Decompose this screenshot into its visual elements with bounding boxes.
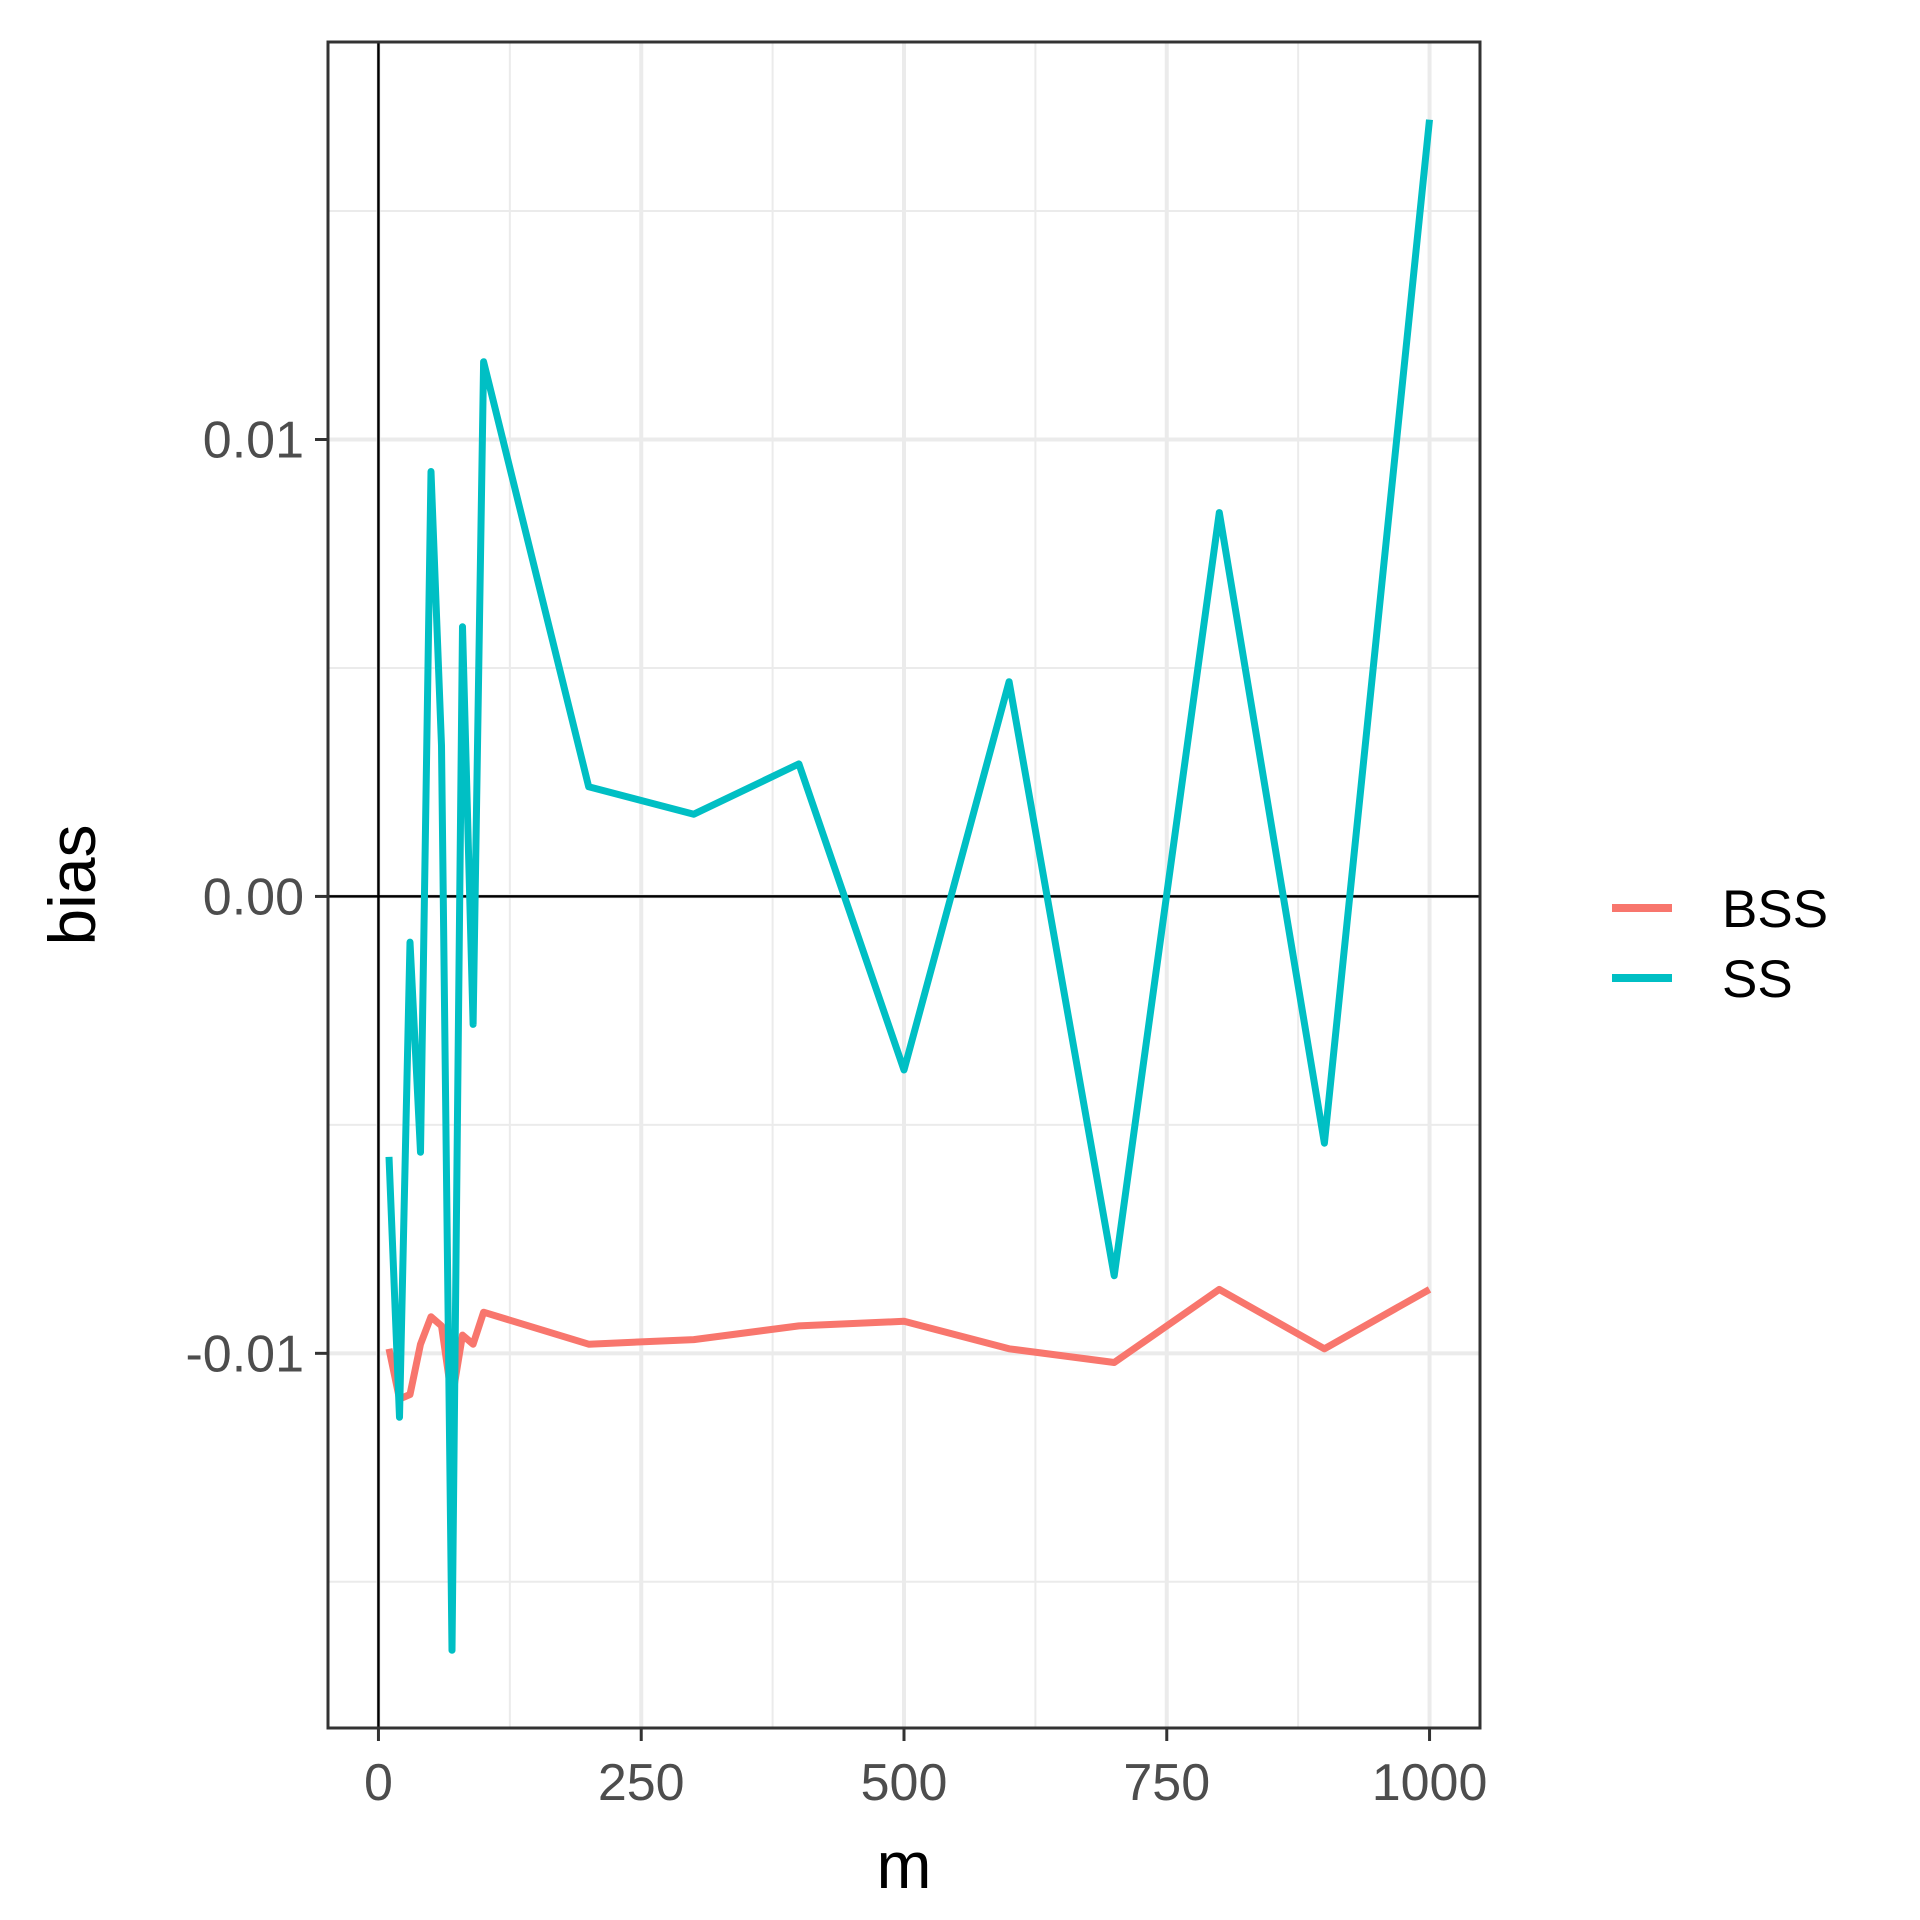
y-tick-label: 0.00 [203,868,304,926]
x-tick-label: 750 [1123,1754,1210,1812]
y-axis: -0.01 0.00 0.01 [185,412,328,1383]
x-tick-label: 1000 [1372,1754,1488,1812]
legend-label-ss: SS [1722,950,1793,1009]
x-axis: 0 250 500 750 1000 [364,1728,1487,1812]
legend-label-bss: BSS [1722,880,1828,939]
x-tick-label: 250 [598,1754,685,1812]
series-line-ss [385,119,1433,1654]
y-tick-label: 0.01 [203,412,304,470]
legend: BSS SS [1612,880,1828,1009]
series-line-bss [385,1285,1432,1403]
plot-panel [326,40,1482,1730]
x-axis-title: m [877,1828,932,1902]
x-tick-label: 0 [364,1754,393,1812]
y-axis-title: bias [35,824,109,945]
y-tick-label: -0.01 [185,1325,304,1383]
x-tick-label: 500 [861,1754,948,1812]
